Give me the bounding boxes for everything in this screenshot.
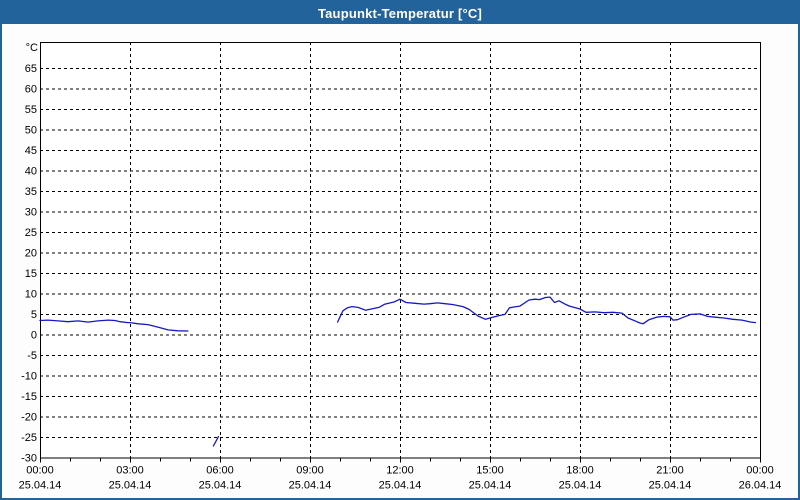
- svg-text:03:00: 03:00: [116, 465, 144, 477]
- svg-text:15: 15: [25, 268, 37, 280]
- svg-text:25: 25: [25, 227, 37, 239]
- x-axis-ticks: [40, 457, 761, 463]
- svg-text:25.04.14: 25.04.14: [379, 480, 422, 492]
- svg-text:-5: -5: [27, 350, 37, 362]
- svg-text:25.04.14: 25.04.14: [199, 480, 242, 492]
- grid-lines: [40, 42, 760, 458]
- svg-text:06:00: 06:00: [206, 465, 234, 477]
- plot-background: [40, 42, 760, 458]
- svg-text:30: 30: [25, 206, 37, 218]
- plot-border: [40, 42, 761, 459]
- svg-text:5: 5: [31, 309, 37, 321]
- window-title: Taupunkt-Temperatur [°C]: [317, 5, 483, 21]
- svg-text:20: 20: [25, 247, 37, 259]
- chart-area: °C 65 60 55 50 45 40 35 30 25 20 15 10 5 0 -5 -10 -15 -20-…: [2, 24, 798, 498]
- svg-text:60: 60: [25, 83, 37, 95]
- svg-text:18:00: 18:00: [566, 465, 594, 477]
- svg-text:45: 45: [25, 145, 37, 157]
- svg-text:-15: -15: [21, 391, 37, 403]
- dewpoint-temperature-chart: °C65605550454035302520151050-5-10-15-20-…: [19, 42, 782, 492]
- svg-text:09:00: 09:00: [296, 465, 324, 477]
- svg-text:00:00: 00:00: [26, 465, 54, 477]
- window-titlebar: Taupunkt-Temperatur [°C]: [2, 2, 798, 24]
- svg-text:25.04.14: 25.04.14: [19, 480, 62, 492]
- svg-text:-20: -20: [21, 411, 37, 423]
- series-taupunkt-temperatur: [39, 296, 757, 447]
- svg-text:0: 0: [31, 329, 37, 341]
- x-axis-labels: 00:00 25.04.14 03:00 25.04.14 06:00 25.04.14 0…: [19, 465, 782, 492]
- svg-text:65: 65: [25, 63, 37, 75]
- svg-text:21:00: 21:00: [656, 465, 684, 477]
- svg-text:25.04.14: 25.04.14: [289, 480, 332, 492]
- svg-text:55: 55: [25, 104, 37, 116]
- svg-text:-30: -30: [21, 453, 37, 465]
- y-axis-labels: 65605550454035302520151050-5-10-15-20-25…: [21, 63, 37, 465]
- svg-text:25.04.14: 25.04.14: [559, 480, 602, 492]
- svg-text:25.04.14: 25.04.14: [469, 480, 512, 492]
- svg-text:-10: -10: [21, 370, 37, 382]
- svg-text:40: 40: [25, 165, 37, 177]
- svg-text:12:00: 12:00: [386, 465, 414, 477]
- svg-text:25.04.14: 25.04.14: [109, 480, 152, 492]
- svg-text:50: 50: [25, 124, 37, 136]
- svg-text:26.04.14: 26.04.14: [739, 480, 782, 492]
- svg-text:-25: -25: [21, 432, 37, 444]
- y-axis-unit-label: °C: [26, 42, 38, 54]
- svg-text:10: 10: [25, 288, 37, 300]
- svg-text:35: 35: [25, 186, 37, 198]
- svg-text:25.04.14: 25.04.14: [649, 480, 692, 492]
- svg-text:15:00: 15:00: [476, 465, 504, 477]
- svg-text:00:00: 00:00: [746, 465, 774, 477]
